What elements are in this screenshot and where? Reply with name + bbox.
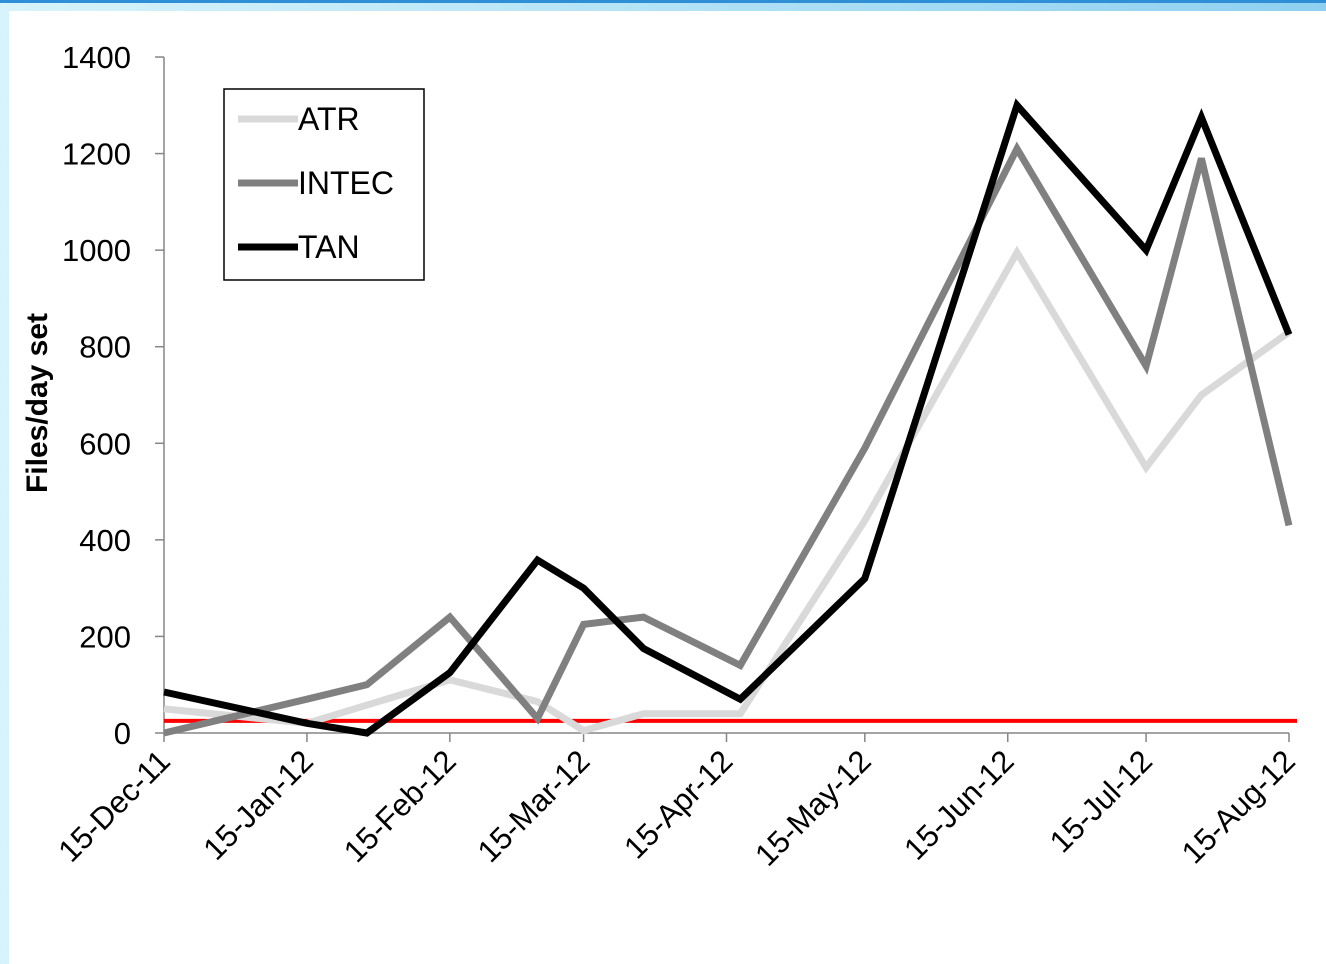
y-tick-label: 1400	[62, 40, 131, 75]
x-tick-label: 15-Aug-12	[1175, 743, 1302, 870]
series-line-intec	[163, 141, 1293, 737]
legend-label-atr: ATR	[298, 101, 360, 137]
y-tick-label: 400	[79, 523, 131, 558]
x-tick-label: 15-Jun-12	[897, 743, 1020, 866]
x-tick-label: 15-Apr-12	[617, 743, 739, 865]
y-tick-label: 200	[79, 619, 131, 654]
x-tick-label: 15-May-12	[748, 743, 878, 873]
chart-panel: 0 200 400 600 800 1000 1200 1400 15-Dec-11 15-Jan…	[9, 11, 1326, 964]
series-line-tan	[163, 98, 1293, 737]
x-tick-label: 15-Jan-12	[196, 743, 319, 866]
y-tick-label: 600	[79, 426, 131, 461]
legend-label-tan: TAN	[298, 229, 360, 265]
y-tick-label: 1200	[62, 137, 131, 172]
line-chart: 0 200 400 600 800 1000 1200 1400 15-Dec-11 15-Jan…	[21, 40, 1302, 873]
y-tick-label: 1000	[62, 233, 131, 268]
y-tick-label: 0	[114, 716, 131, 751]
x-tick-label: 15-Feb-12	[337, 743, 463, 869]
x-tick-label: 15-Dec-11	[51, 743, 176, 868]
x-tick-label: 15-Jul-12	[1043, 743, 1159, 859]
legend-label-intec: INTEC	[298, 165, 394, 201]
y-axis-label: Files/day set	[21, 313, 54, 493]
x-tick-label: 15-Mar-12	[471, 743, 597, 869]
legend: ATR INTEC TAN	[223, 88, 425, 281]
y-tick-label: 800	[79, 330, 131, 365]
series-group	[163, 98, 1293, 737]
